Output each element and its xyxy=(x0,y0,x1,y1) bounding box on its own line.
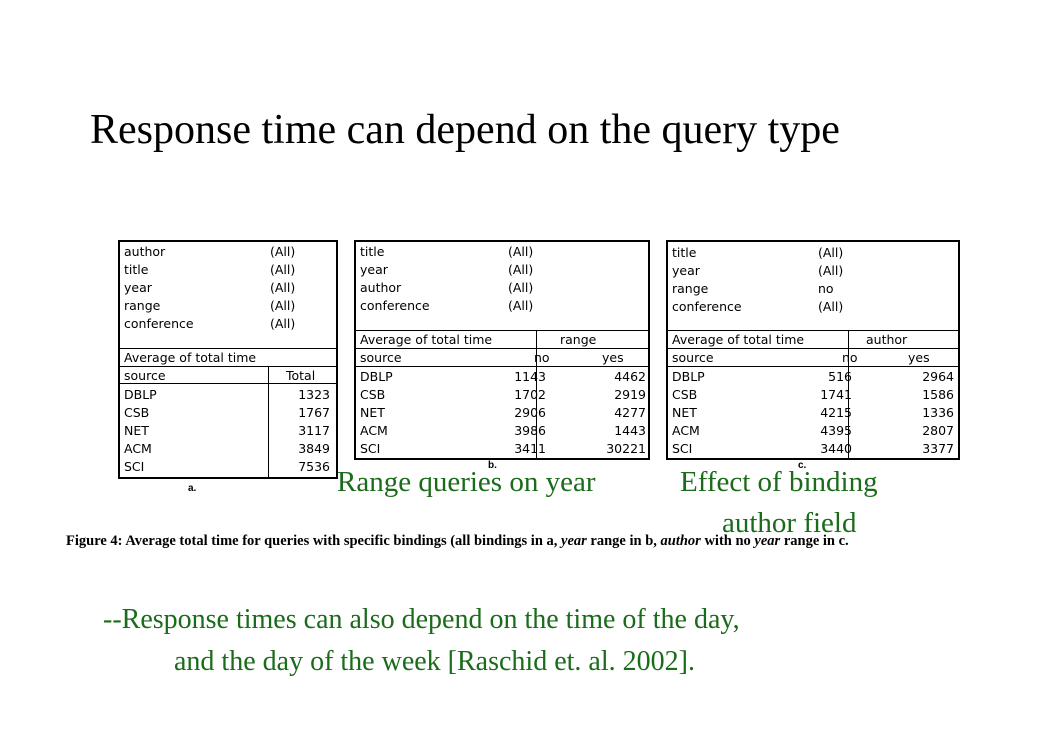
binding-label-line2: author field xyxy=(722,507,857,539)
subfigure-label-a: a. xyxy=(188,483,197,494)
pivot-table-a: author (All) title (All) year (All) range (A… xyxy=(118,240,338,479)
slide-title: Response time can depend on the query ty… xyxy=(90,107,840,153)
footer-line-1: --Response times can also depend on the … xyxy=(103,604,740,635)
pivot-table-c: title (All) year (All) range no conference(… xyxy=(666,240,960,460)
subfigure-label-b: b. xyxy=(488,460,497,471)
footer-line-2: and the day of the week [Raschid et. al.… xyxy=(174,646,695,677)
binding-label-line1: Effect of binding xyxy=(680,466,878,498)
range-queries-label: Range queries on year xyxy=(337,466,596,498)
pivot-table-b: title (All) year (All) author (All) confere… xyxy=(354,240,650,460)
subfigure-label-c: c. xyxy=(798,460,807,471)
figure-caption: Figure 4: Average total time for queries… xyxy=(66,533,849,549)
